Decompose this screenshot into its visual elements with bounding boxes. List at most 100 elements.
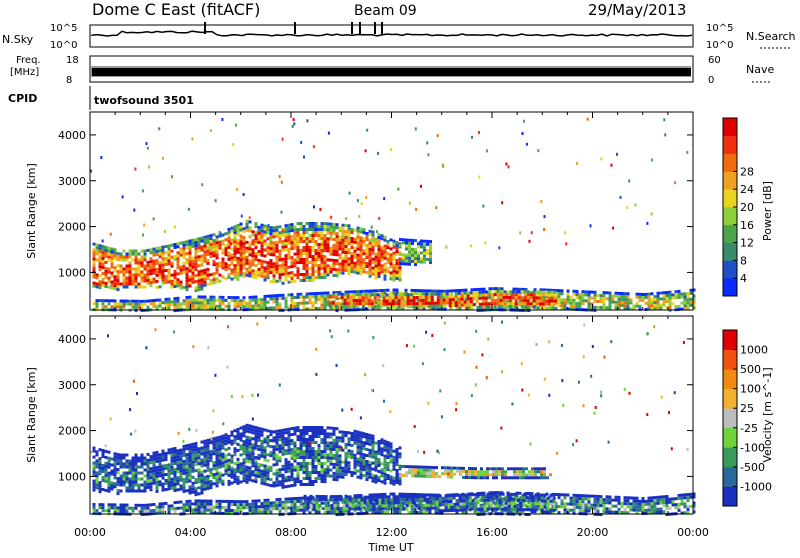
data-cell	[312, 264, 315, 267]
data-cell	[129, 250, 132, 253]
data-cell	[231, 227, 234, 230]
data-cell	[210, 243, 213, 246]
data-cell	[234, 267, 237, 270]
data-cell	[342, 239, 345, 242]
data-cell	[216, 503, 219, 506]
data-cell	[306, 456, 309, 459]
data-cell	[258, 454, 261, 457]
data-cell	[186, 453, 189, 456]
data-cell	[567, 293, 570, 296]
data-cell	[657, 292, 660, 295]
data-cell	[126, 481, 129, 484]
scatter-cell	[282, 229, 284, 232]
data-cell	[333, 448, 336, 451]
data-cell	[519, 467, 522, 470]
data-cell	[126, 504, 129, 507]
data-cell	[576, 305, 579, 308]
data-cell	[198, 279, 201, 282]
data-cell	[381, 255, 384, 258]
data-cell	[141, 504, 144, 507]
data-cell	[300, 441, 303, 444]
data-cell	[237, 242, 240, 245]
data-cell	[390, 448, 393, 451]
data-cell	[474, 473, 477, 476]
data-cell	[108, 481, 111, 484]
data-cell	[369, 260, 372, 263]
data-cell	[123, 481, 126, 484]
data-cell	[240, 229, 243, 232]
data-cell	[156, 262, 159, 265]
data-cell	[171, 250, 174, 253]
data-cell	[123, 306, 126, 309]
data-cell	[171, 481, 174, 484]
data-cell	[261, 242, 264, 245]
data-cell	[494, 302, 497, 305]
data-cell	[420, 252, 423, 255]
data-cell	[183, 490, 186, 493]
data-cell	[423, 289, 426, 292]
data-cell	[99, 472, 102, 475]
data-cell	[159, 276, 162, 279]
data-cell	[468, 470, 471, 473]
data-cell	[551, 291, 554, 294]
data-cell	[129, 469, 132, 472]
data-cell	[497, 290, 500, 293]
data-cell	[210, 282, 213, 285]
data-cell	[366, 469, 369, 472]
data-cell	[348, 233, 351, 236]
data-cell	[159, 261, 162, 264]
data-cell	[297, 293, 300, 296]
data-cell	[222, 462, 225, 465]
data-cell	[237, 443, 240, 446]
data-cell	[630, 298, 633, 301]
data-cell	[276, 469, 279, 472]
data-cell	[497, 302, 500, 305]
data-cell	[135, 303, 138, 306]
data-cell	[108, 302, 111, 305]
data-cell	[288, 257, 291, 260]
data-cell	[261, 428, 264, 431]
data-cell	[615, 304, 618, 307]
data-cell	[288, 431, 291, 434]
data-cell	[156, 472, 159, 475]
data-cell	[288, 500, 291, 503]
power-colorbar-label: Power [dB]	[761, 181, 774, 241]
data-cell	[240, 262, 243, 265]
data-cell	[126, 300, 129, 303]
data-cell	[243, 431, 246, 434]
scatter-cell	[564, 231, 566, 234]
data-cell	[132, 303, 135, 306]
data-cell	[195, 499, 198, 502]
data-cell	[240, 472, 243, 475]
data-cell	[324, 304, 327, 307]
data-cell	[105, 468, 108, 471]
data-cell	[321, 276, 324, 279]
data-cell	[192, 452, 195, 455]
data-cell	[363, 447, 366, 450]
data-cell	[579, 299, 582, 302]
data-cell	[192, 458, 195, 461]
data-cell	[360, 290, 363, 293]
data-cell	[216, 484, 219, 487]
data-cell	[456, 289, 459, 292]
data-cell	[231, 299, 234, 302]
data-cell	[396, 253, 399, 256]
freq-tick-top: 18	[66, 55, 79, 66]
data-cell	[99, 506, 102, 509]
data-cell	[213, 437, 216, 440]
data-cell	[135, 300, 138, 303]
data-cell	[312, 468, 315, 471]
data-cell	[372, 474, 375, 477]
data-cell	[216, 451, 219, 454]
data-cell	[144, 250, 147, 253]
data-cell	[318, 462, 321, 465]
colorbar-segment	[723, 154, 737, 172]
data-cell	[201, 240, 204, 243]
scatter-cell	[303, 155, 305, 158]
data-cell	[234, 503, 237, 506]
data-cell	[336, 472, 339, 475]
data-cell	[204, 455, 207, 458]
data-cell	[327, 471, 330, 474]
data-cell	[99, 256, 102, 259]
data-cell	[198, 237, 201, 240]
